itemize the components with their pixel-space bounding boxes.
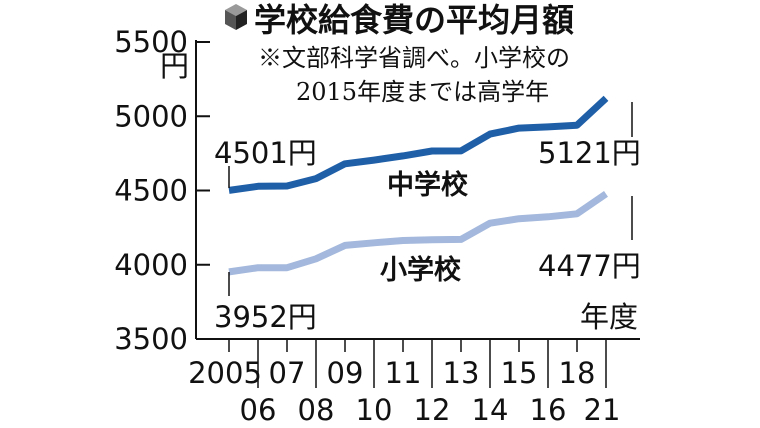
x-tick-label: 08: [298, 393, 335, 427]
chart-note-line-2: 2015年度までは高学年: [296, 78, 549, 106]
label-jr-end: 5121円: [538, 136, 641, 170]
series-line-elementary: [228, 191, 608, 276]
x-unit-label: 年度: [580, 300, 638, 334]
chart-note-line-1: ※文部科学省調べ。小学校の: [258, 44, 570, 72]
y-ticks: 3500 4000 4500 5000 5500: [114, 25, 210, 356]
label-el-start: 3952円: [214, 300, 317, 334]
x-tick-label: 07: [269, 356, 306, 390]
x-tick-label: 2005: [188, 356, 262, 390]
x-tick-label: 12: [414, 393, 451, 427]
x-tick-label: 09: [327, 356, 364, 390]
x-tick-label: 11: [385, 356, 422, 390]
x-tick-label: 16: [530, 393, 567, 427]
series-lines: [228, 95, 609, 276]
x-tick-label: 13: [443, 356, 480, 390]
x-tick-label: 15: [501, 356, 538, 390]
x-tick-label: 10: [356, 393, 393, 427]
y-unit-label: 円: [160, 49, 189, 83]
title-group: 学校給食費の平均月額: [225, 1, 574, 39]
chart-title: 学校給食費の平均月額: [254, 1, 574, 39]
x-tick-label: 14: [472, 393, 509, 427]
x-tick-label: 18: [559, 356, 596, 390]
label-el-end: 4477円: [538, 249, 641, 283]
label-jr-start: 4501円: [214, 136, 317, 170]
x-tick-label: 06: [240, 393, 277, 427]
y-tick-label: 4000: [114, 248, 188, 282]
y-tick-label: 5000: [114, 99, 188, 133]
series-line-junior-high: [228, 95, 609, 194]
series-name-elementary: 小学校: [380, 254, 461, 286]
y-tick-label: 4500: [114, 174, 188, 208]
series-name-junior-high: 中学校: [387, 169, 468, 201]
x-tick-label: 21: [584, 393, 621, 427]
y-tick-label: 5500: [114, 25, 188, 59]
cube-icon: [225, 4, 247, 30]
y-tick-label: 3500: [114, 322, 188, 356]
